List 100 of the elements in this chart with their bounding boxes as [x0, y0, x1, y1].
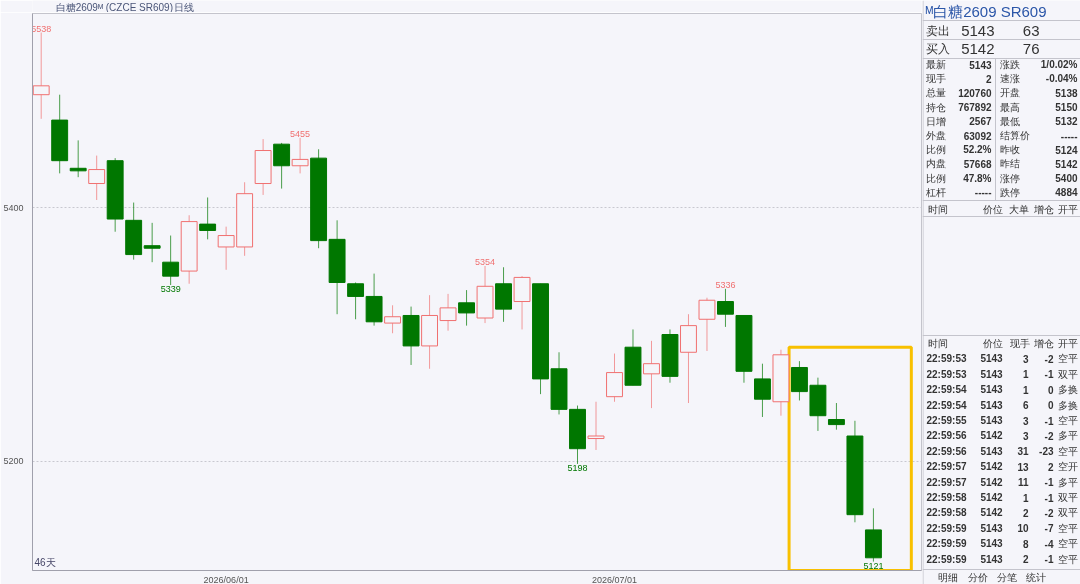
text: 22:59:55 5143 [926, 415, 1003, 426]
text: 增仓 [1032, 203, 1054, 215]
chart-subtitle: 日线 [174, 1, 195, 13]
text: 120760 [958, 87, 992, 99]
text: 22:59:57 5142 [926, 461, 1003, 473]
text: 1 [1022, 492, 1029, 504]
text: 空平 [1057, 522, 1078, 534]
text: 现手 [925, 73, 946, 85]
text: 22:59:56 5142 [926, 430, 1003, 442]
text: 双平 [1057, 507, 1078, 519]
text: -23 [1039, 446, 1054, 458]
text: 空平 [1057, 553, 1078, 565]
text: 空开 [1057, 461, 1078, 473]
text: 时间 [927, 338, 948, 349]
text: 767892 [958, 102, 992, 114]
text: 10 [1017, 523, 1029, 535]
text: 比例 [925, 172, 946, 184]
text: 22:59:58 5142 [926, 492, 1003, 503]
text: 结算价 [999, 130, 1030, 141]
text: -2 [1044, 430, 1054, 442]
text: ----- [974, 187, 992, 199]
text: 大单 [1008, 203, 1029, 215]
text: 5336 [715, 279, 736, 290]
text: 内盘 [925, 158, 946, 170]
text: 22:59:59 5143 [926, 553, 1003, 565]
text: 统计 [1025, 572, 1046, 583]
text: 增仓 [1032, 338, 1054, 349]
text: 1/0.02% [1040, 59, 1078, 70]
text: 3 [1022, 430, 1029, 442]
text: 昨收 [999, 144, 1020, 156]
text: 1 [1022, 369, 1029, 381]
text: -1 [1044, 492, 1054, 504]
text: 比例 [925, 144, 946, 156]
text: 卖出 [925, 23, 950, 38]
text: ᴹ白糖2609 SR609 [925, 3, 1047, 20]
text: 明细 [937, 572, 958, 583]
text: 22:59:56 5143 [926, 445, 1003, 457]
text: 5143 [969, 59, 992, 71]
text: 空平 [1057, 538, 1078, 550]
text: 跌停 [999, 186, 1020, 198]
text: 多平 [1057, 476, 1078, 488]
text: 4884 [1055, 187, 1078, 199]
text: 最低 [999, 115, 1020, 127]
text: -0.04% [1045, 73, 1078, 85]
text: 总量 [924, 87, 946, 99]
text: 2 [1022, 554, 1029, 566]
text: 5142 [1055, 158, 1078, 170]
text: 5143 [961, 21, 995, 39]
y-tick-label: 5200 [3, 456, 24, 467]
x-tick-label: 2026/06/01 [203, 574, 249, 584]
annotation: 46天 [34, 556, 56, 568]
text: 昨结 [999, 158, 1020, 170]
text: ----- [1060, 130, 1078, 142]
text: 空平 [1057, 353, 1078, 365]
text: 时间 [927, 203, 948, 215]
text: 现手 [1009, 338, 1030, 349]
text: -7 [1044, 523, 1054, 535]
text: 8 [1022, 538, 1029, 550]
text: 5150 [1055, 102, 1078, 114]
text: -1 [1044, 477, 1054, 489]
text: 5354 [475, 256, 496, 267]
text: 空平 [1057, 415, 1078, 426]
text: 价位 [981, 338, 1003, 349]
text: 5121 [863, 560, 884, 571]
text: 5339 [160, 284, 181, 295]
text: 空平 [1057, 445, 1078, 457]
text: 外盘 [925, 130, 946, 141]
text: 22:59:57 5142 [926, 476, 1003, 488]
text: 22:59:53 5143 [926, 353, 1003, 365]
chart-title: 白糖2609ᴹ (CZCE SR609) [55, 1, 174, 13]
text: 5198 [567, 462, 588, 473]
text: 速涨 [999, 73, 1020, 85]
text: -1 [1044, 554, 1054, 566]
text: 5400 [1055, 173, 1078, 185]
text: 22:59:59 5143 [926, 522, 1003, 534]
text: 0 [1047, 384, 1054, 396]
text: 2 [985, 73, 992, 85]
text: 5142 [961, 39, 995, 57]
text: 2 [1022, 507, 1029, 519]
text: 5132 [1055, 116, 1078, 128]
text: -4 [1044, 538, 1054, 550]
text: 杠杆 [924, 186, 946, 198]
text: 22:59:53 5143 [926, 368, 1003, 380]
text: 13 [1017, 461, 1029, 473]
text: 22:59:54 5143 [926, 384, 1003, 396]
text: 分价 [967, 572, 988, 583]
text: 多换 [1057, 384, 1078, 396]
text: 开盘 [999, 87, 1020, 99]
text: 76 [1022, 39, 1040, 57]
text: 63092 [963, 130, 992, 142]
text: 6 [1022, 400, 1029, 412]
text: 2567 [969, 116, 992, 128]
text: 开平 [1057, 203, 1078, 215]
text: 涨停 [999, 172, 1020, 184]
text: 日增 [925, 115, 946, 127]
text: 22:59:59 5143 [926, 538, 1003, 550]
text: 57668 [963, 158, 992, 170]
text: -2 [1044, 507, 1054, 519]
text: 涨跌 [999, 59, 1020, 70]
text: 双平 [1057, 368, 1078, 380]
